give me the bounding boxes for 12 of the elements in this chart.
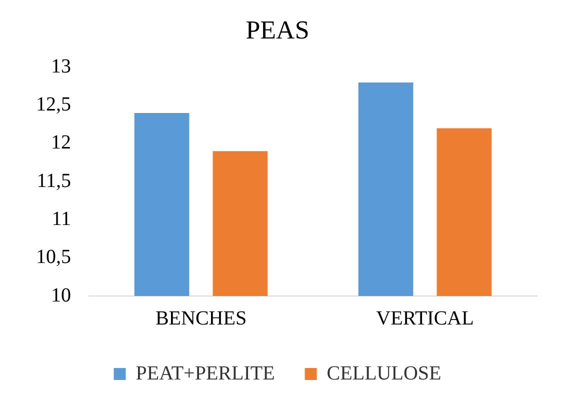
y-tick-label: 12,5 [36,94,71,116]
y-tick-label: 10 [51,284,71,306]
x-tick-label: VERTICAL [376,307,474,330]
y-tick-label: 11,5 [36,170,71,192]
y-tick-label: 13 [51,55,71,78]
legend-label: PEAT+PERLITE [136,362,275,384]
legend-label: CELLULOSE [326,362,442,384]
x-tick-label: BENCHES [155,307,247,330]
y-tick-label: 11 [52,208,71,230]
chart-title: PEAS [246,15,310,44]
y-tick-label: 12 [51,132,71,154]
y-tick-label: 10,5 [36,246,71,268]
